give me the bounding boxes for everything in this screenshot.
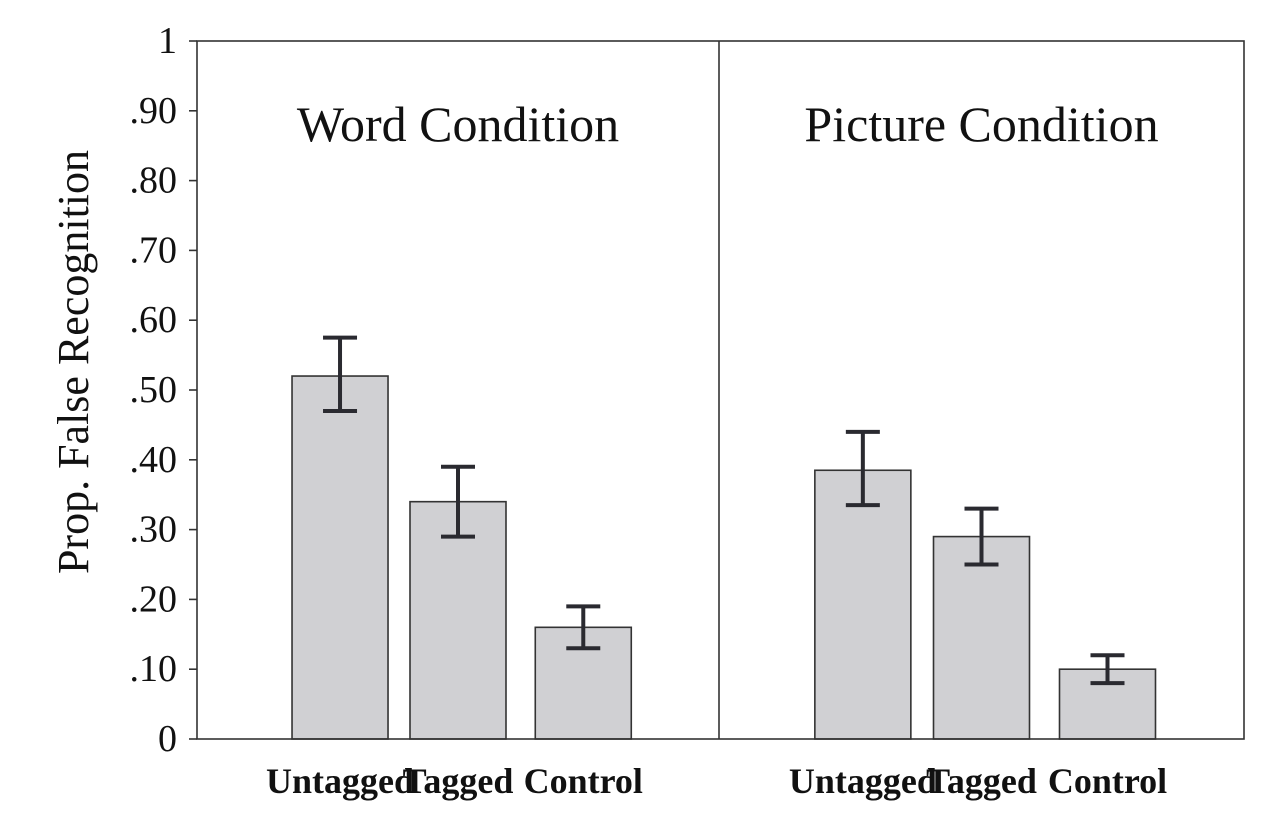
error-bars [323, 335, 1125, 686]
y-tick-label: .20 [130, 578, 178, 620]
x-tick-label: Control [524, 761, 643, 801]
y-axis-label: Prop. False Recognition [49, 150, 98, 574]
bar [409, 500, 507, 740]
panel-title: Picture Condition [804, 96, 1158, 152]
x-tick-label: Control [1048, 761, 1167, 801]
y-tick-label: .30 [130, 509, 178, 551]
y-tick-label: .80 [130, 160, 178, 202]
bar [291, 375, 389, 740]
y-tick-label: .10 [130, 648, 178, 690]
y-axis-ticks: 0 .10 .20 .30 .40 .50 .60 .70 .80 .90 1 [130, 20, 197, 760]
x-tick-label: Untagged [789, 761, 937, 801]
y-tick-label: .90 [130, 90, 178, 132]
bars [291, 375, 1157, 740]
panel-title: Word Condition [297, 96, 619, 152]
y-tick-label: 1 [158, 20, 177, 62]
y-tick-label: 0 [158, 718, 177, 760]
bar [814, 469, 912, 740]
y-tick-label: .60 [130, 299, 178, 341]
y-tick-label: .50 [130, 369, 178, 411]
panel-titles: Word Condition Picture Condition [297, 96, 1159, 152]
x-tick-label: Tagged [926, 761, 1037, 801]
plot-frame [196, 40, 1245, 740]
x-tick-label: Untagged [266, 761, 414, 801]
y-tick-label: .70 [130, 229, 178, 271]
bar [932, 535, 1031, 740]
x-tick-label: Tagged [403, 761, 514, 801]
y-tick-label: .40 [130, 439, 178, 481]
